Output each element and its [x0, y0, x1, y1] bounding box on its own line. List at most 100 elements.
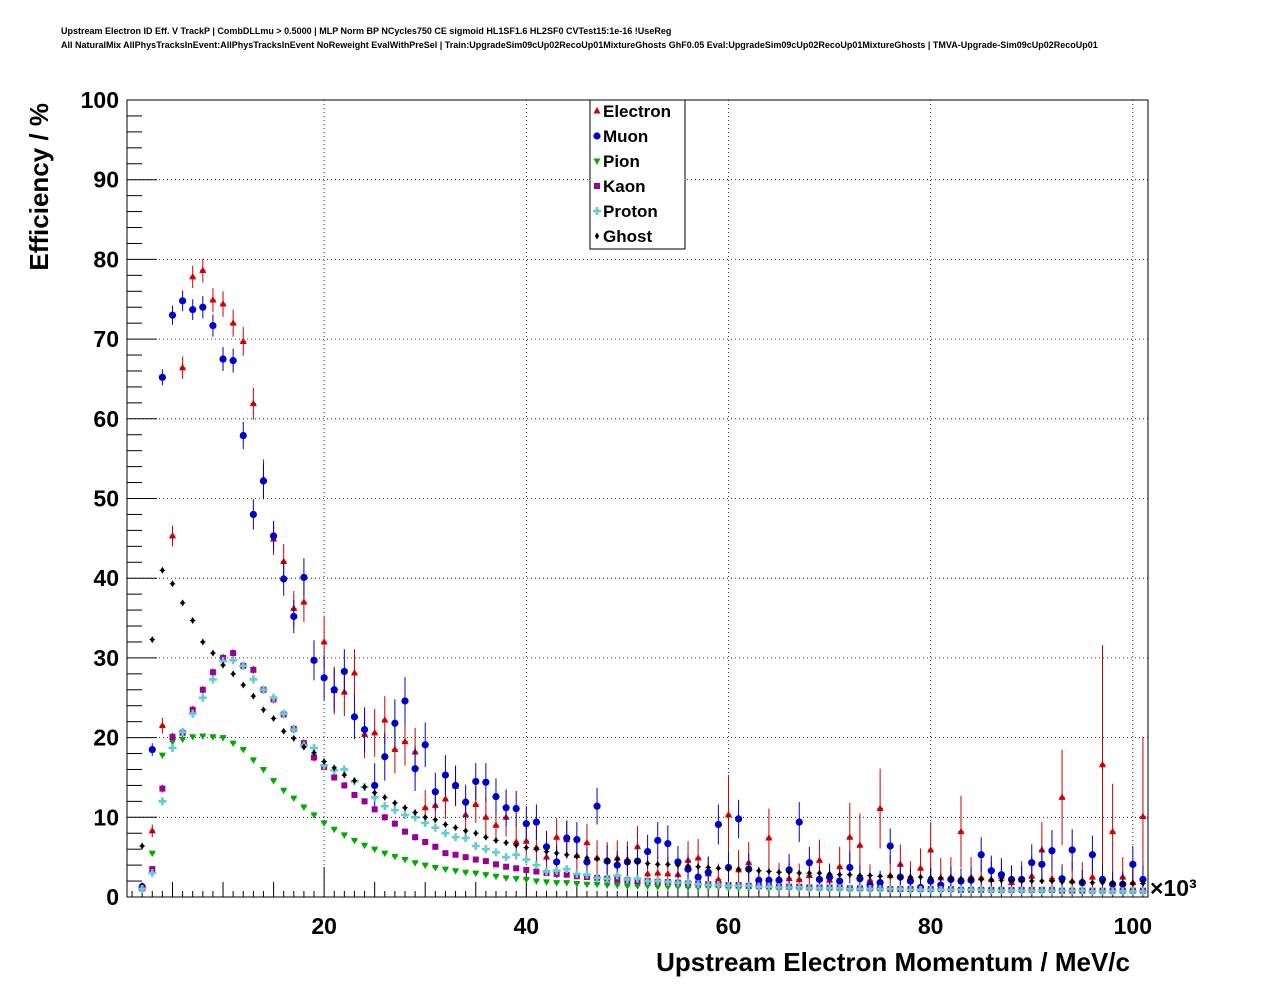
- data-point: [493, 836, 499, 844]
- data-point: [1138, 887, 1147, 896]
- data-point: [249, 399, 257, 407]
- data-point: [775, 883, 784, 892]
- data-point: [532, 818, 541, 826]
- data-point: [1088, 873, 1096, 880]
- data-point: [847, 871, 852, 879]
- data-point: [593, 802, 601, 810]
- data-point: [1029, 877, 1034, 885]
- data-point: [462, 798, 470, 806]
- data-point: [442, 850, 449, 857]
- data-point: [230, 670, 236, 678]
- data-point: [350, 669, 358, 676]
- data-point: [664, 840, 672, 848]
- data-point: [371, 846, 379, 854]
- data-point: [482, 858, 489, 865]
- data-point: [977, 885, 986, 894]
- data-point: [392, 799, 398, 807]
- data-point: [198, 693, 207, 702]
- data-point: [491, 848, 500, 857]
- data-point: [239, 747, 247, 754]
- data-point: [371, 728, 379, 736]
- data-point: [158, 721, 166, 729]
- data-point: [613, 882, 621, 890]
- data-point: [453, 824, 458, 832]
- data-point: [634, 883, 641, 890]
- data-point: [1027, 886, 1036, 895]
- x-tick-label: 40: [514, 913, 540, 939]
- data-point: [472, 800, 480, 808]
- data-point: [280, 575, 288, 583]
- data-point: [249, 757, 257, 764]
- data-point: [876, 804, 884, 812]
- data-point: [189, 734, 197, 741]
- data-point: [280, 557, 288, 564]
- data-point: [756, 867, 762, 875]
- data-point: [888, 872, 893, 880]
- data-point: [372, 789, 377, 797]
- data-point: [411, 765, 419, 773]
- data-point: [764, 882, 773, 891]
- data-point: [310, 743, 319, 752]
- data-point: [896, 885, 905, 894]
- y-tick-label: 90: [93, 167, 119, 193]
- data-point: [574, 852, 580, 860]
- data-point: [635, 858, 640, 866]
- data-point: [1128, 887, 1137, 896]
- data-point: [401, 697, 409, 705]
- data-point: [836, 877, 844, 885]
- data-point: [371, 806, 378, 813]
- data-point: [997, 871, 1006, 879]
- data-point: [340, 667, 348, 676]
- data-point: [583, 838, 591, 846]
- data-point: [390, 806, 399, 815]
- data-point: [512, 804, 520, 813]
- data-point: [613, 861, 621, 869]
- data-point: [534, 845, 539, 853]
- data-point: [401, 857, 409, 864]
- data-point: [261, 706, 266, 714]
- data-point: [795, 883, 804, 892]
- data-point: [1129, 860, 1137, 868]
- x-tick-label: 20: [311, 913, 337, 939]
- data-point: [1139, 812, 1147, 820]
- data-point: [857, 871, 863, 879]
- data-point: [492, 873, 500, 881]
- data-point: [1090, 879, 1095, 887]
- data-point: [492, 792, 500, 801]
- legend-box: [589, 99, 686, 250]
- data-point: [655, 860, 660, 868]
- data-point: [917, 864, 925, 871]
- data-point: [210, 649, 216, 657]
- data-point: [259, 685, 268, 694]
- data-point: [664, 884, 672, 891]
- data-point: [734, 881, 743, 890]
- data-point: [543, 879, 551, 886]
- data-point: [400, 810, 409, 819]
- data-point: [533, 868, 540, 875]
- data-point: [441, 771, 450, 779]
- data-point: [239, 337, 247, 344]
- legend-label-muon: Muon: [603, 127, 648, 146]
- data-point: [633, 874, 642, 883]
- legend-marker-kaon: [594, 183, 600, 189]
- data-point: [311, 754, 318, 761]
- data-point: [1078, 886, 1087, 895]
- data-point: [158, 752, 166, 760]
- data-point: [482, 813, 490, 820]
- data-point: [219, 355, 227, 363]
- data-point: [441, 794, 449, 802]
- data-point: [714, 820, 722, 829]
- data-point: [1049, 877, 1055, 885]
- data-point: [230, 650, 237, 657]
- data-point: [170, 580, 175, 588]
- data-point: [776, 868, 782, 876]
- chart-title-line-2: All NaturalMix AllPhysTracksInEvent:AllP…: [61, 40, 1098, 50]
- data-point: [997, 886, 1006, 895]
- data-point: [1098, 887, 1107, 896]
- data-point: [433, 816, 438, 824]
- data-point: [482, 778, 490, 786]
- data-point: [866, 885, 875, 894]
- data-point: [573, 836, 581, 844]
- data-point: [472, 856, 479, 863]
- data-point: [593, 881, 601, 889]
